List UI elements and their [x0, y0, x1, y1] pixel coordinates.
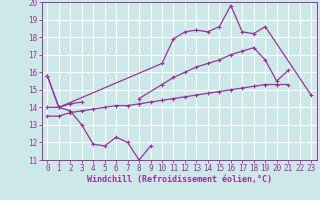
X-axis label: Windchill (Refroidissement éolien,°C): Windchill (Refroidissement éolien,°C) [87, 175, 272, 184]
